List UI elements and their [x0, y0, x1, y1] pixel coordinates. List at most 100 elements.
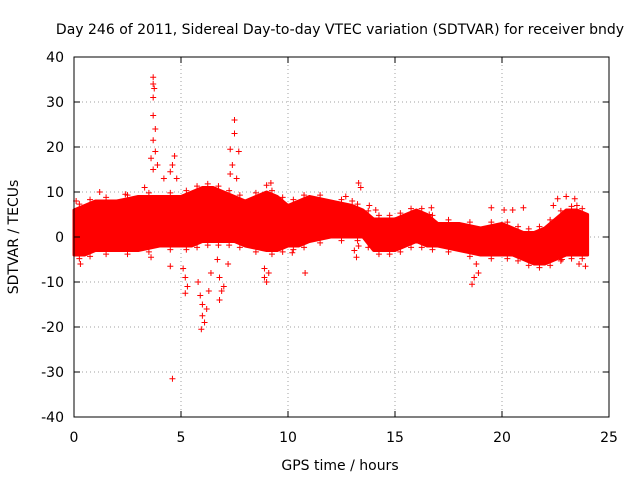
- band-edge-point: [226, 242, 233, 249]
- band-edge-point: [87, 253, 94, 260]
- outlier-point: [151, 85, 158, 92]
- band-edge-point: [252, 189, 259, 196]
- outlier-point: [77, 261, 84, 267]
- outlier-point: [150, 137, 157, 144]
- chart-title: Day 246 of 2011, Sidereal Day-to-day VTE…: [56, 22, 624, 38]
- outlier-point: [207, 270, 214, 276]
- band-edge-point: [557, 257, 564, 264]
- outlier-point: [357, 184, 364, 191]
- outlier-point: [372, 207, 379, 213]
- band-edge-point: [290, 196, 297, 203]
- band-edge-point: [466, 219, 473, 226]
- x-tick-label: 5: [177, 430, 186, 446]
- outlier-point: [216, 274, 223, 281]
- outlier-point: [150, 81, 157, 87]
- outlier-point: [261, 274, 268, 281]
- band-edge-point: [145, 248, 152, 255]
- outlier-point: [96, 189, 103, 195]
- outlier-point: [509, 207, 516, 213]
- outlier-point: [229, 162, 236, 168]
- band-edge-point: [466, 253, 473, 260]
- outlier-point: [355, 243, 362, 249]
- band-edge-point: [525, 262, 532, 269]
- band-edge-point: [365, 244, 372, 251]
- band-edge-point: [215, 183, 222, 190]
- y-tick-label: 20: [46, 140, 64, 156]
- outlier-point: [550, 202, 557, 209]
- band-edge-point: [504, 255, 511, 262]
- band-edge-point: [103, 194, 110, 201]
- outlier-point: [267, 180, 274, 186]
- outlier-point: [355, 180, 362, 186]
- outlier-point: [141, 184, 148, 191]
- outlier-point: [148, 155, 155, 162]
- band-edge-point: [76, 255, 83, 262]
- band-edge-point: [76, 201, 83, 208]
- band-edge-point: [445, 248, 452, 255]
- band-edge-point: [429, 246, 436, 253]
- band-edge-point: [290, 246, 297, 253]
- band-edge-point: [418, 244, 425, 251]
- outlier-point: [231, 117, 238, 123]
- outlier-point: [190, 211, 197, 218]
- outlier-point: [148, 254, 155, 261]
- outlier-point: [501, 207, 508, 213]
- x-tick-label: 15: [386, 430, 404, 446]
- outlier-point: [233, 175, 240, 182]
- band-edge-point: [504, 219, 511, 226]
- outlier-point: [169, 162, 176, 168]
- outlier-point: [150, 74, 157, 81]
- outlier-point: [227, 171, 234, 177]
- outlier-point: [554, 195, 561, 202]
- outlier-point: [198, 326, 205, 333]
- band-edge-point: [515, 257, 522, 264]
- x-tick-label: 0: [70, 430, 79, 446]
- band-edge-point: [365, 207, 372, 214]
- outlier-point: [225, 261, 232, 267]
- outlier-point: [182, 290, 189, 297]
- y-tick-label: -30: [41, 365, 64, 381]
- outlier-point: [573, 202, 580, 209]
- y-tick-label: 40: [46, 50, 64, 66]
- outlier-point: [571, 195, 578, 202]
- outlier-point: [488, 204, 495, 211]
- band-edge-point: [408, 244, 415, 251]
- outlier-point: [582, 263, 589, 270]
- band-edge-point: [301, 244, 308, 251]
- band-edge-point: [445, 216, 452, 223]
- band-edge-point: [547, 216, 554, 223]
- outlier-point: [261, 265, 268, 272]
- outlier-point: [563, 193, 570, 200]
- outlier-point: [349, 198, 356, 204]
- outlier-point: [353, 254, 360, 261]
- y-tick-label: -40: [41, 410, 64, 426]
- outlier-point: [263, 279, 270, 285]
- outlier-point: [154, 162, 161, 168]
- band-edge-point: [279, 194, 286, 201]
- outlier-point: [576, 261, 583, 267]
- outlier-point: [150, 112, 157, 119]
- x-tick-label: 25: [600, 430, 618, 446]
- x-axis-label: GPS time / hours: [281, 458, 398, 474]
- outlier-point: [197, 292, 204, 299]
- outlier-point: [520, 204, 527, 211]
- outlier-point: [289, 249, 296, 256]
- outlier-point: [152, 126, 159, 132]
- outlier-point: [342, 193, 349, 200]
- band-edge-point: [268, 187, 275, 194]
- outlier-point: [195, 279, 202, 285]
- band-edge-point: [236, 244, 243, 251]
- band-edge-point: [568, 203, 575, 210]
- band-edge-point: [338, 196, 345, 203]
- outlier-point: [351, 247, 358, 254]
- band-edge-point: [268, 251, 275, 258]
- data-points: [72, 74, 590, 382]
- band-edge-point: [194, 183, 201, 190]
- y-tick-label: -10: [41, 275, 64, 291]
- band-edge-point: [525, 225, 532, 232]
- outlier-point: [199, 312, 206, 319]
- band-edge-point: [317, 239, 324, 246]
- outlier-point: [184, 283, 191, 290]
- band-edge-point: [167, 246, 174, 253]
- outlier-point: [216, 297, 223, 303]
